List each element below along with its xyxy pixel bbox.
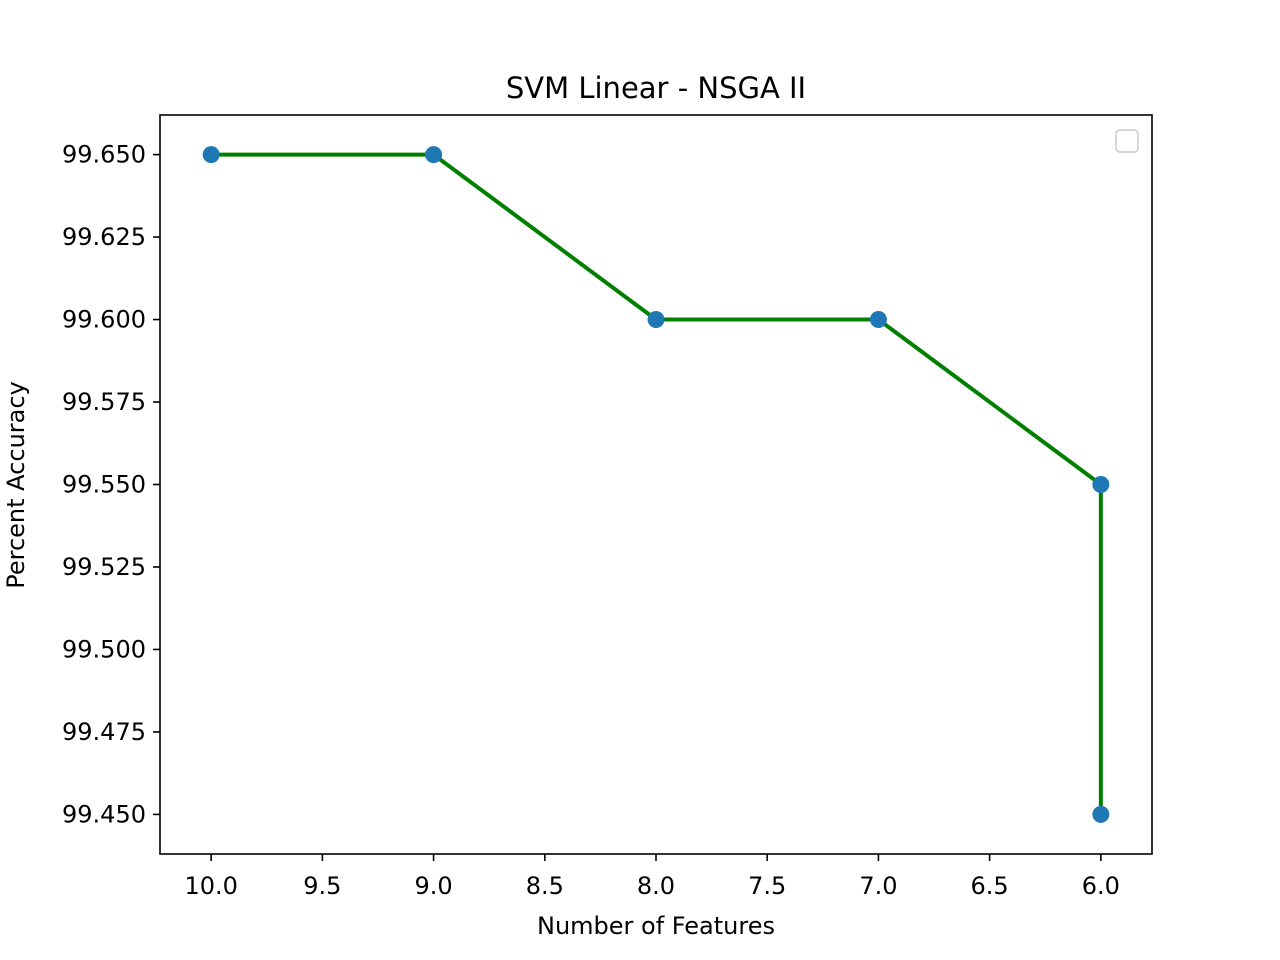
data-point <box>425 146 443 164</box>
x-tick-label: 7.0 <box>859 872 897 900</box>
x-tick-label: 6.0 <box>1082 872 1120 900</box>
y-tick-label: 99.650 <box>62 141 146 169</box>
data-point <box>202 146 220 164</box>
y-tick-label: 99.600 <box>62 306 146 334</box>
y-tick-label: 99.500 <box>62 635 146 663</box>
y-axis-title: Percent Accuracy <box>2 381 30 589</box>
x-tick-label: 10.0 <box>184 872 237 900</box>
x-tick-label: 6.5 <box>971 872 1009 900</box>
data-point <box>1092 805 1110 823</box>
data-point <box>1092 476 1110 493</box>
y-tick-label: 99.525 <box>62 553 146 581</box>
x-tick-label: 9.5 <box>303 872 341 900</box>
x-axis-title: Number of Features <box>537 912 775 940</box>
legend-box <box>1115 129 1139 153</box>
y-tick-label: 99.450 <box>62 800 146 828</box>
series-line <box>211 152 1103 815</box>
x-tick-label: 8.0 <box>637 872 675 900</box>
y-tick-label: 99.550 <box>62 471 146 499</box>
x-tick-label: 9.0 <box>414 872 452 900</box>
y-tick-label: 99.625 <box>62 223 146 251</box>
x-tick-label: 8.5 <box>526 872 564 900</box>
y-axis: 99.450 99.475 99.500 99.525 99.550 99.575 99.6… <box>62 141 160 828</box>
y-tick-label: 99.475 <box>62 718 146 746</box>
y-tick-label: 99.575 <box>62 388 146 416</box>
chart-title: SVM Linear - NSGA II <box>506 71 806 105</box>
x-axis: 10.0 9.5 9.0 8.5 8.0 7.5 7.0 6.5 6.0 <box>184 854 1120 900</box>
x-tick-label: 7.5 <box>748 872 786 900</box>
data-point <box>647 311 665 329</box>
data-point <box>869 311 887 329</box>
